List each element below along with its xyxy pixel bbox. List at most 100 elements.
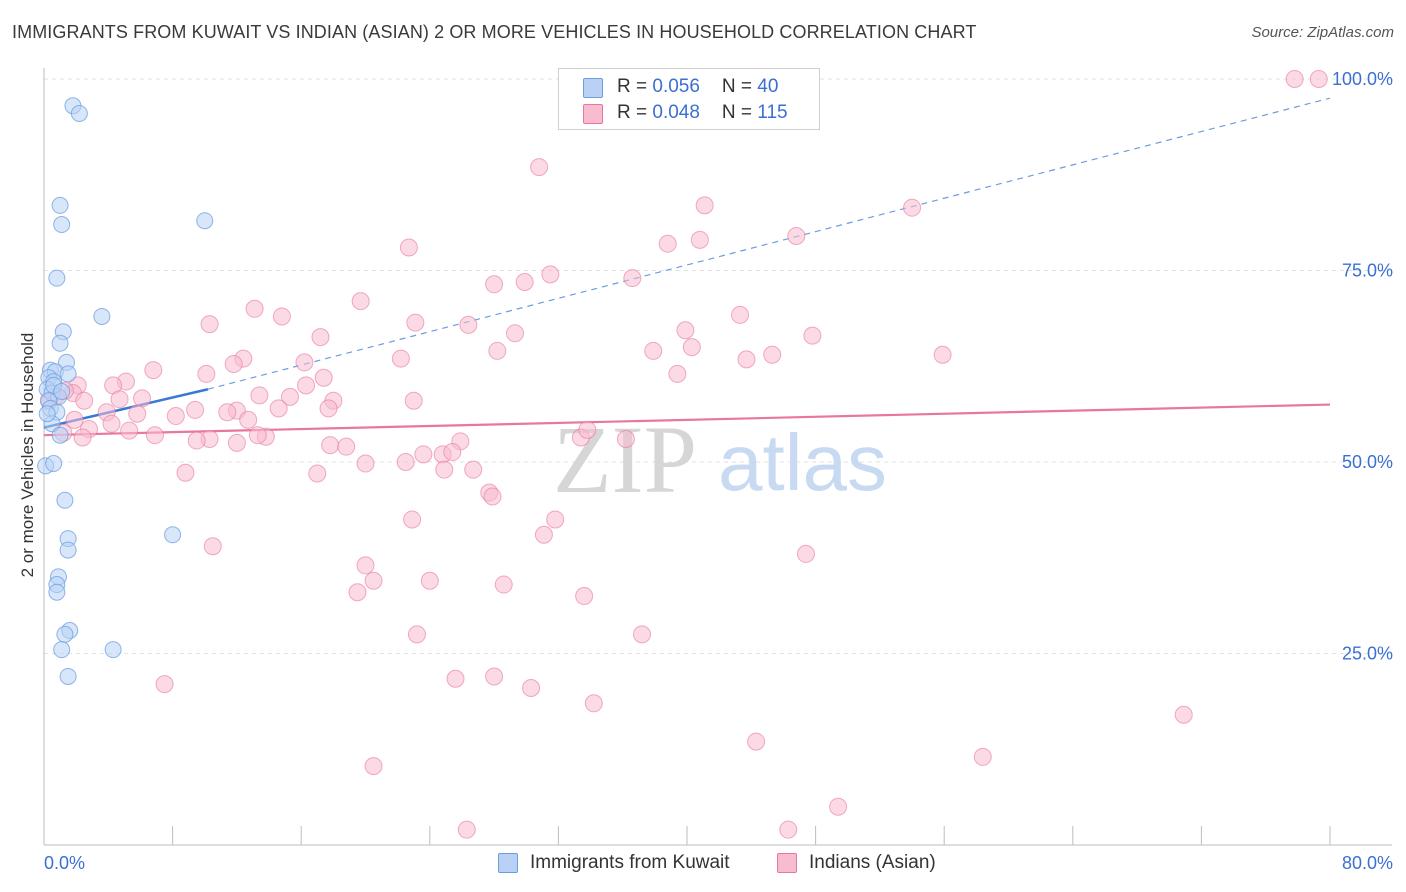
point-immigrants-kuwait bbox=[51, 196, 69, 214]
point-indians-asian bbox=[166, 407, 185, 426]
legend-label-kuwait: Immigrants from Kuwait bbox=[530, 852, 730, 873]
point-indians-asian bbox=[227, 433, 246, 452]
point-indians-asian bbox=[522, 678, 541, 697]
point-indians-asian bbox=[272, 307, 291, 326]
point-indians-asian bbox=[829, 797, 848, 816]
point-indians-asian bbox=[485, 275, 504, 294]
watermark-atlas: atlas bbox=[718, 418, 887, 507]
point-indians-asian bbox=[297, 376, 316, 395]
point-indians-asian bbox=[308, 464, 327, 483]
point-immigrants-kuwait bbox=[93, 307, 111, 325]
y-tick-label: 50.0% bbox=[1342, 452, 1393, 472]
point-immigrants-kuwait bbox=[48, 583, 66, 601]
y-tick-label: 75.0% bbox=[1342, 261, 1393, 281]
point-indians-asian bbox=[197, 364, 216, 383]
point-immigrants-kuwait bbox=[48, 269, 66, 287]
point-indians-asian bbox=[903, 198, 922, 217]
watermark-zip: ZIP bbox=[553, 406, 697, 513]
point-indians-asian bbox=[763, 345, 782, 364]
point-indians-asian bbox=[144, 361, 163, 380]
point-indians-asian bbox=[488, 341, 507, 360]
point-indians-asian bbox=[314, 368, 333, 387]
point-immigrants-kuwait bbox=[45, 455, 63, 473]
point-indians-asian bbox=[1285, 70, 1304, 88]
legend-swatch-indian bbox=[583, 104, 603, 124]
trend-lines bbox=[43, 97, 1331, 437]
point-indians-asian bbox=[747, 732, 766, 751]
point-indians-asian bbox=[632, 625, 651, 644]
legend-bottom-swatch-indian bbox=[777, 853, 797, 873]
point-immigrants-kuwait bbox=[56, 625, 74, 643]
y-axis-label: 2 or more Vehicles in Household bbox=[18, 332, 37, 578]
point-indians-asian bbox=[676, 321, 695, 340]
x-tick-label-max: 80.0% bbox=[1342, 853, 1393, 873]
point-immigrants-kuwait bbox=[53, 383, 71, 401]
point-immigrants-kuwait bbox=[56, 491, 74, 509]
point-indians-asian bbox=[414, 445, 433, 464]
point-immigrants-kuwait bbox=[53, 641, 71, 659]
point-indians-asian bbox=[584, 694, 603, 713]
tick-labels: 25.0% 50.0% 75.0% 100.0% 0.0% 80.0% bbox=[44, 69, 1393, 873]
point-immigrants-kuwait bbox=[51, 334, 69, 352]
point-indians-asian bbox=[695, 196, 714, 215]
point-indians-asian bbox=[102, 414, 121, 433]
point-indians-asian bbox=[446, 669, 465, 688]
data-points bbox=[37, 70, 1328, 839]
point-indians-asian bbox=[224, 354, 243, 373]
point-indians-asian bbox=[218, 403, 237, 422]
point-indians-asian bbox=[311, 328, 330, 347]
point-indians-asian bbox=[391, 349, 410, 368]
point-indians-asian bbox=[464, 460, 483, 479]
point-indians-asian bbox=[457, 820, 476, 839]
point-indians-asian bbox=[541, 265, 560, 284]
point-indians-asian bbox=[459, 315, 478, 334]
point-indians-asian bbox=[128, 404, 147, 423]
point-immigrants-kuwait bbox=[196, 212, 214, 230]
point-indians-asian bbox=[443, 443, 462, 462]
point-indians-asian bbox=[295, 353, 314, 372]
point-immigrants-kuwait bbox=[51, 426, 69, 444]
point-indians-asian bbox=[494, 575, 513, 594]
point-indians-asian bbox=[248, 426, 267, 445]
point-indians-asian bbox=[973, 747, 992, 766]
point-indians-asian bbox=[616, 430, 635, 449]
point-indians-asian bbox=[644, 341, 663, 360]
point-indians-asian bbox=[364, 757, 383, 776]
point-indians-asian bbox=[73, 428, 92, 447]
chart-title: IMMIGRANTS FROM KUWAIT VS INDIAN (ASIAN)… bbox=[12, 22, 977, 42]
point-immigrants-kuwait bbox=[59, 667, 77, 685]
point-indians-asian bbox=[269, 399, 288, 418]
point-indians-asian bbox=[668, 364, 687, 383]
point-indians-asian bbox=[364, 571, 383, 590]
chart-source: Source: ZipAtlas.com bbox=[1251, 24, 1394, 41]
legend-bottom-swatch-kuwait bbox=[498, 853, 518, 873]
trend-line-kuwait-extension bbox=[207, 97, 1331, 390]
point-indians-asian bbox=[280, 387, 299, 406]
point-immigrants-kuwait bbox=[164, 526, 182, 544]
legend-stats-indian: R = 0.048 N = 115 bbox=[617, 102, 788, 123]
point-indians-asian bbox=[404, 391, 423, 410]
point-indians-asian bbox=[515, 272, 534, 291]
point-indians-asian bbox=[250, 386, 269, 405]
point-indians-asian bbox=[319, 399, 338, 418]
point-indians-asian bbox=[623, 269, 642, 288]
point-indians-asian bbox=[356, 454, 375, 473]
point-indians-asian bbox=[485, 667, 504, 686]
point-immigrants-kuwait bbox=[59, 541, 77, 559]
point-indians-asian bbox=[65, 410, 84, 429]
point-indians-asian bbox=[530, 158, 549, 177]
watermark: ZIP atlas bbox=[553, 406, 887, 513]
point-indians-asian bbox=[321, 436, 340, 455]
point-indians-asian bbox=[203, 537, 222, 556]
point-indians-asian bbox=[110, 390, 129, 409]
point-indians-asian bbox=[351, 292, 370, 311]
point-indians-asian bbox=[534, 525, 553, 544]
x-tick-label-min: 0.0% bbox=[44, 853, 85, 873]
point-indians-asian bbox=[690, 230, 709, 249]
point-indians-asian bbox=[505, 324, 524, 343]
point-indians-asian bbox=[546, 510, 565, 529]
point-indians-asian bbox=[187, 431, 206, 450]
point-indians-asian bbox=[145, 426, 164, 445]
point-indians-asian bbox=[737, 350, 756, 369]
point-immigrants-kuwait bbox=[38, 405, 56, 423]
